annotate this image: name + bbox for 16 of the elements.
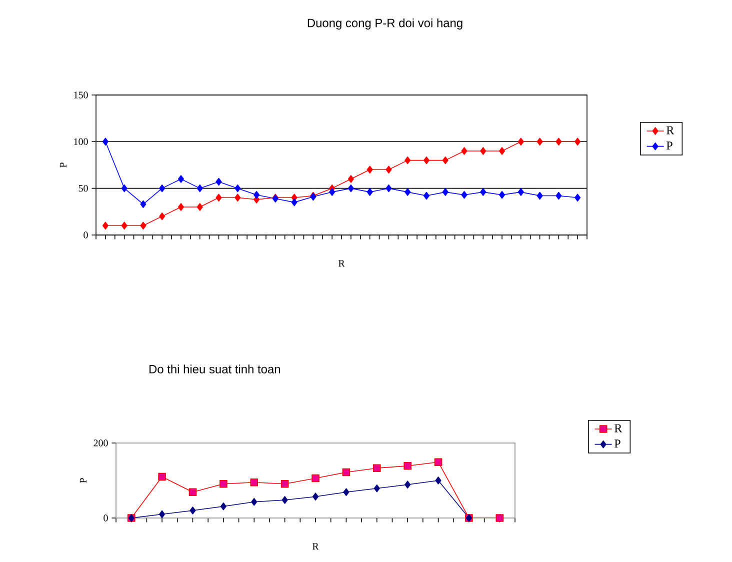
y-tick-label: 150 (74, 92, 88, 98)
y-tick-label: 200 (94, 440, 108, 446)
y-tick-label: 50 (78, 184, 88, 192)
legend-label: R (614, 424, 622, 432)
y-tick-label: 0 (104, 514, 108, 522)
legend-label: P (614, 440, 620, 448)
x-axis-title: R (312, 543, 319, 550)
legend-label: P (666, 142, 672, 150)
y-tick-label: 0 (84, 232, 88, 238)
chart-title: Duong cong P-R doi voi hang (308, 18, 462, 30)
y-axis-title: P (60, 162, 66, 168)
x-axis-title: R (338, 260, 345, 267)
y-tick-label: 100 (74, 138, 88, 146)
legend-label: R (666, 126, 674, 134)
chart-title: Do thi hieu suat tinh toan (150, 364, 280, 374)
y-axis-title: P (80, 478, 86, 483)
